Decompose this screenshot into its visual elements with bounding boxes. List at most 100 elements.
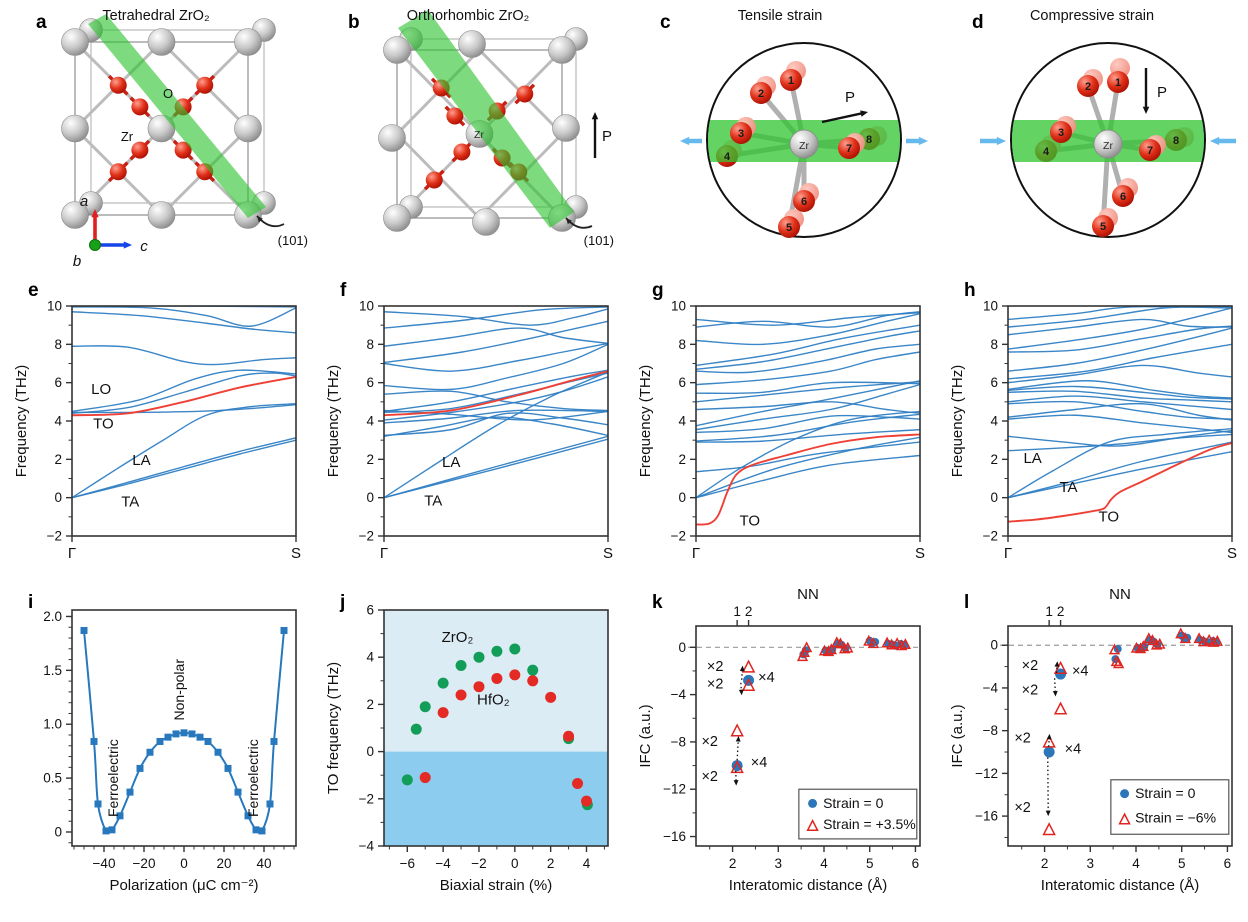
svg-text:−4: −4 (435, 856, 451, 871)
svg-text:4: 4 (366, 414, 374, 429)
svg-text:TO: TO (1099, 509, 1120, 526)
svg-text:6: 6 (990, 375, 998, 390)
svg-text:−2: −2 (47, 529, 62, 544)
series-group (730, 634, 911, 774)
svg-text:−2: −2 (983, 529, 998, 544)
svg-text:5: 5 (866, 856, 874, 871)
svg-text:S: S (1227, 545, 1237, 562)
svg-text:×4: ×4 (1065, 742, 1082, 758)
svg-text:−16: −16 (975, 809, 998, 824)
svg-text:8: 8 (990, 337, 998, 352)
svg-text:−2: −2 (471, 856, 486, 871)
svg-text:10: 10 (359, 299, 374, 314)
svg-text:0: 0 (180, 856, 188, 871)
svg-text:TO: TO (93, 416, 114, 433)
svg-text:6: 6 (912, 856, 920, 871)
svg-text:0: 0 (54, 490, 62, 505)
svg-text:IFC (a.u.): IFC (a.u.) (949, 704, 966, 767)
svg-text:0: 0 (678, 490, 686, 505)
series-group (80, 626, 288, 835)
svg-text:×2: ×2 (1014, 730, 1031, 746)
panel-j-letter: j (340, 592, 346, 613)
energy-vs-polarization-chart: 0 0.5 1.0 1.5 2.0 −40 −20 0 20 40 Polarization (μC… (43, 609, 297, 894)
panel-c-title: Tensile strain (737, 8, 823, 24)
svg-text:10: 10 (983, 299, 998, 314)
svg-text:Frequency (THz): Frequency (THz) (637, 365, 654, 478)
svg-text:0: 0 (678, 640, 686, 655)
panel-d-letter: d (972, 12, 984, 33)
svg-text:6: 6 (678, 375, 686, 390)
o-atom-number: 1 (1115, 77, 1121, 89)
panel-f: f −2 0 2 4 6 8 10 Γ S Frequency (THz) LA TA (312, 272, 624, 580)
svg-text:4: 4 (678, 414, 686, 429)
svg-text:TO frequency (THz): TO frequency (THz) (325, 662, 342, 794)
svg-text:4: 4 (366, 650, 374, 665)
panel-f-letter: f (340, 280, 347, 301)
panel-k: k 0 −4 −8 −12 −16 2 3 4 5 6 1 2 NN IFC (a.u.) Interato… (624, 580, 936, 922)
svg-text:−12: −12 (975, 766, 998, 781)
panel-b-title: Orthorhombic ZrO₂ (406, 8, 530, 24)
phonon-dispersion-tensile-chart: −2 0 2 4 6 8 10 Γ S Frequency (THz) TO (637, 299, 925, 563)
svg-text:Strain = +3.5%: Strain = +3.5% (823, 816, 916, 832)
plot-frame (695, 305, 921, 537)
svg-text:LA: LA (132, 452, 150, 469)
o-atom-number: 6 (801, 196, 807, 208)
axis-a-label: a (80, 193, 88, 210)
axis-b-label: b (73, 253, 81, 270)
polarization-label: P (602, 128, 612, 145)
svg-text:−8: −8 (671, 734, 686, 749)
svg-text:Ferroelectric: Ferroelectric (105, 739, 121, 817)
svg-text:4: 4 (820, 856, 828, 871)
svg-text:6: 6 (54, 375, 62, 390)
svg-text:×2: ×2 (707, 677, 724, 693)
svg-text:NN: NN (797, 586, 819, 603)
series-group (72, 306, 296, 499)
svg-text:−4: −4 (359, 839, 375, 854)
to-frequency-vs-strain-chart: −4 −2 0 2 4 6 −6 −4 −2 0 2 4 TO frequency (THz) Biaxi… (325, 603, 609, 894)
svg-text:2: 2 (1057, 604, 1065, 619)
panel-a-letter: a (36, 12, 47, 33)
panel-d: d Compressive strain P Zr 1 2 3 4 5 6 7 … (936, 0, 1248, 272)
panel-k-letter: k (652, 592, 663, 613)
crystal-structure-tetragonal: O Zr a b c (101) (61, 14, 308, 270)
panel-e: e −2 0 2 4 6 8 10 Γ S Frequency (THz) LO TO LA TA (0, 272, 312, 580)
crystal-geometry (378, 10, 599, 236)
svg-text:Frequency (THz): Frequency (THz) (949, 365, 966, 478)
polarization-label: P (1157, 84, 1167, 101)
svg-text:ZrO₂: ZrO₂ (442, 629, 474, 646)
panel-l: l 0 −4 −8 −12 −16 2 3 4 5 6 1 2 NN IFC (a.u.) Interato… (936, 580, 1248, 922)
svg-text:NN: NN (1109, 586, 1131, 603)
svg-text:2: 2 (366, 452, 374, 467)
crystal-structure-orthorhombic: Zr P (101) (378, 10, 614, 248)
o-atom-number: 2 (1085, 81, 1091, 93)
panel-c: c Tensile strain P Zr 1 2 3 4 5 6 7 8 (624, 0, 936, 272)
svg-text:2: 2 (547, 856, 555, 871)
phonon-dispersion-tetragonal-chart: −2 0 2 4 6 8 10 Γ S Frequency (THz) LO TO LA TA (13, 299, 301, 563)
axis-c-label: c (140, 238, 148, 255)
svg-text:0: 0 (54, 824, 62, 839)
svg-text:Frequency (THz): Frequency (THz) (13, 365, 30, 478)
svg-text:×4: ×4 (758, 670, 775, 686)
svg-text:4: 4 (583, 856, 591, 871)
svg-text:8: 8 (54, 337, 62, 352)
plane-101-label: (101) (278, 233, 308, 248)
phonon-dispersion-compressive-chart: −2 0 2 4 6 8 10 Γ S Frequency (THz) LA TA TO (949, 299, 1237, 563)
panel-d-title: Compressive strain (1029, 8, 1155, 24)
svg-text:−4: −4 (983, 680, 999, 695)
crystal-geometry (61, 14, 285, 251)
svg-text:TO: TO (739, 512, 760, 529)
svg-text:2: 2 (1041, 856, 1049, 871)
svg-text:2: 2 (678, 452, 686, 467)
o-atom-number: 1 (788, 75, 794, 87)
svg-text:1.0: 1.0 (43, 717, 62, 732)
svg-text:×2: ×2 (1022, 682, 1039, 698)
svg-text:2.0: 2.0 (43, 609, 62, 624)
zr-atom-label: Zr (121, 129, 134, 144)
panel-j: j −4 −2 0 2 4 6 −6 −4 −2 0 2 4 TO frequency (THz) Bia… (312, 580, 624, 922)
svg-text:×4: ×4 (1072, 664, 1089, 680)
panel-b: b Orthorhombic ZrO₂ Zr P (101) (312, 0, 624, 272)
phonon-dispersion-orthorhombic-chart: −2 0 2 4 6 8 10 Γ S Frequency (THz) LA TA (325, 299, 613, 563)
svg-text:2: 2 (745, 604, 753, 619)
